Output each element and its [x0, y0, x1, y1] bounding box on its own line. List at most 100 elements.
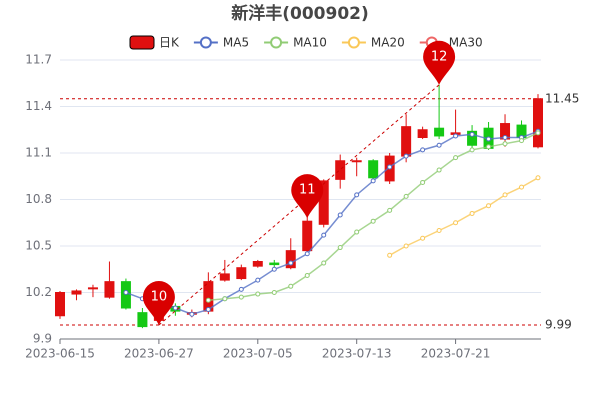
ma-point [123, 290, 129, 295]
x-tick-label: 2023-07-13 [322, 347, 392, 361]
ma-point [387, 164, 393, 170]
ma-point [189, 311, 195, 317]
y-tick-label: 10.2 [25, 285, 52, 299]
ma-line [125, 130, 539, 315]
ma-point [436, 167, 442, 173]
ma-point [271, 290, 277, 295]
candle-body [368, 160, 379, 179]
x-tick-label: 2023-06-15 [25, 347, 95, 361]
y-tick-label: 11.7 [25, 53, 52, 67]
ma-point [420, 147, 426, 153]
ma-point [535, 130, 541, 136]
ma-point [453, 133, 459, 139]
ma-point [420, 235, 426, 241]
x-tick-label: 2023-07-21 [421, 347, 491, 361]
ma-point [387, 252, 393, 258]
legend-item: 日K [129, 35, 180, 50]
ma-point [486, 144, 492, 150]
legend-label: MA20 [371, 36, 405, 50]
candle-body [236, 267, 247, 280]
legend-item: MA5 [193, 36, 249, 50]
ma-point [403, 243, 409, 249]
ma-point [304, 251, 310, 257]
ma-point [502, 141, 508, 147]
ma-point [453, 155, 459, 161]
candle-body [285, 250, 296, 269]
ma-point [238, 286, 244, 292]
marker-label: 11 [299, 183, 316, 198]
marker-label: 10 [151, 290, 168, 305]
ma-point [255, 277, 261, 283]
ma-point [486, 136, 492, 142]
candle-body [87, 287, 98, 290]
candle-body [137, 312, 148, 328]
ma-point [304, 272, 310, 278]
reference-label: 11.45 [545, 91, 579, 105]
candle-body [533, 98, 543, 148]
ma-point [502, 192, 508, 198]
ma-point [502, 135, 508, 140]
ma-point [403, 193, 409, 199]
ma-line [389, 177, 539, 256]
legend-swatch [270, 36, 283, 49]
x-tick-label: 2023-07-05 [223, 347, 293, 361]
legend-label: 日K [159, 36, 180, 50]
marker-label: 12 [431, 49, 448, 64]
legend-swatch [199, 36, 212, 49]
ma-point [238, 294, 244, 300]
ma-point [370, 178, 376, 184]
candle-body [434, 127, 445, 137]
ma-point [337, 245, 343, 251]
ma-point [469, 131, 475, 137]
candle-body [269, 262, 280, 266]
chart-title: 新洋丰(000902) [231, 3, 369, 24]
candle-body [467, 130, 478, 146]
candle-body [335, 160, 346, 180]
ma-point [436, 228, 442, 233]
reference-label: 9.99 [545, 318, 572, 332]
ma-point [172, 305, 178, 311]
candle-body [318, 180, 329, 225]
ma-line [208, 132, 539, 301]
y-tick-label: 11.4 [25, 99, 52, 113]
ma-point [354, 192, 360, 198]
ma-point [321, 260, 327, 266]
marker-pin-shape [142, 281, 175, 326]
ma-point [486, 203, 492, 209]
marker-pin-shape [291, 174, 324, 219]
candle-body [252, 261, 263, 267]
ma-point [387, 207, 393, 213]
candle-body [71, 290, 82, 295]
marker-pin-shape [423, 40, 456, 85]
trend-line [158, 84, 440, 326]
ma-point [288, 283, 294, 289]
ma-point [453, 220, 459, 226]
ma-point [205, 307, 211, 313]
ma-point [255, 291, 261, 297]
x-tick-label: 2023-06-27 [124, 347, 194, 361]
candle-body [302, 220, 313, 252]
marker-pin: 10 [142, 281, 175, 326]
ma-point [288, 260, 294, 266]
candle-body [104, 281, 115, 298]
ma-point [403, 153, 409, 159]
ma-point [535, 175, 541, 181]
ma-point [337, 212, 343, 218]
ma-point [469, 210, 475, 216]
ma-point [370, 218, 376, 224]
legend-label: MA10 [293, 36, 327, 50]
ma-point [321, 232, 327, 238]
ma-point [354, 229, 360, 235]
legend-swatch [347, 36, 360, 49]
y-tick-label: 11.1 [25, 146, 52, 160]
legend-item: MA20 [341, 36, 405, 50]
y-tick-label: 10.8 [25, 192, 52, 206]
marker-pin: 12 [423, 40, 456, 85]
legend-item: MA10 [264, 36, 327, 50]
legend-swatch [129, 35, 155, 50]
ma-point [222, 296, 228, 302]
candle-body [417, 129, 428, 138]
y-tick-label: 10.5 [25, 239, 52, 253]
candle-body [219, 273, 230, 281]
